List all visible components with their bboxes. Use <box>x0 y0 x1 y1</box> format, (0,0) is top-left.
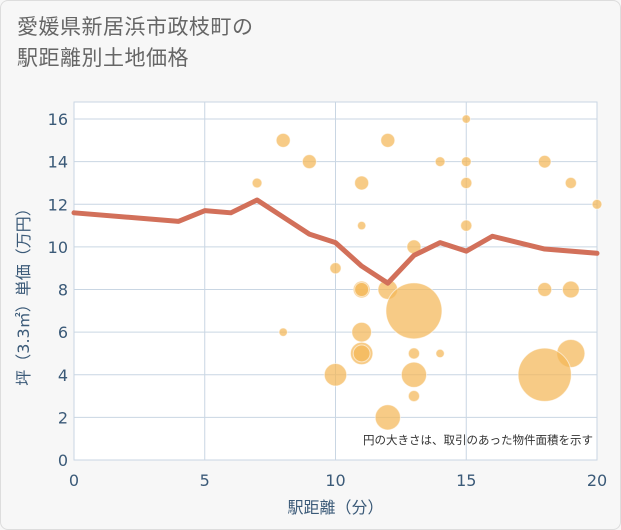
y-tick-label: 8 <box>58 281 68 300</box>
data-point <box>329 262 342 275</box>
data-point <box>356 220 367 231</box>
data-point <box>460 156 472 168</box>
size-note: 円の大きさは、取引のあった物件面積を示す <box>363 433 593 447</box>
x-tick-label: 20 <box>587 471 607 490</box>
data-point <box>278 327 288 337</box>
data-point <box>323 363 348 387</box>
trend-line <box>71 197 600 286</box>
data-point <box>460 219 473 232</box>
data-point <box>354 282 370 298</box>
data-point <box>374 404 401 431</box>
x-tick-label: 0 <box>69 471 79 490</box>
data-point <box>564 176 577 190</box>
x-tick-label: 5 <box>200 471 210 490</box>
y-tick-label: 2 <box>58 408 68 427</box>
data-point <box>591 198 603 210</box>
y-tick-label: 14 <box>48 153 68 172</box>
data-point <box>407 347 421 360</box>
data-point <box>435 348 445 359</box>
data-point <box>537 282 553 298</box>
data-point <box>380 132 396 148</box>
y-tick-label: 0 <box>58 451 68 470</box>
data-point <box>537 154 552 169</box>
x-axis-label: 駅距離（分） <box>287 498 383 517</box>
y-axis-label: 坪（3.3㎡）単価（万円） <box>14 200 33 385</box>
y-tick-label: 6 <box>58 323 68 342</box>
y-tick-label: 16 <box>48 110 68 129</box>
data-point <box>301 154 317 170</box>
data-point <box>351 321 372 343</box>
data-point <box>400 361 428 388</box>
plot-border <box>73 101 598 461</box>
x-tick-label: 15 <box>456 471 476 490</box>
data-point <box>517 347 572 402</box>
title-line-2: 駅距離別土地価格 <box>17 46 189 70</box>
y-tick-labels: 0 2 4 6 8 10 12 14 16 <box>48 110 68 470</box>
data-point <box>354 175 370 191</box>
y-tick-label: 12 <box>48 195 68 214</box>
bubbles <box>251 114 603 431</box>
title-line-1: 愛媛県新居浜市政枝町の <box>17 15 254 39</box>
chart-title: 愛媛県新居浜市政枝町の 駅距離別土地価格 <box>17 12 254 74</box>
data-point <box>251 177 263 189</box>
data-point <box>385 282 443 340</box>
data-point <box>460 176 473 190</box>
y-tick-label: 4 <box>58 366 68 385</box>
data-point <box>561 280 580 299</box>
data-point <box>461 114 471 124</box>
data-point <box>434 156 446 168</box>
y-tick-label: 10 <box>48 238 68 257</box>
x-tick-label: 10 <box>325 471 345 490</box>
data-point <box>352 344 371 363</box>
x-tick-labels: 0 5 10 15 20 <box>69 471 607 490</box>
data-point <box>407 389 421 403</box>
data-point <box>275 132 291 148</box>
